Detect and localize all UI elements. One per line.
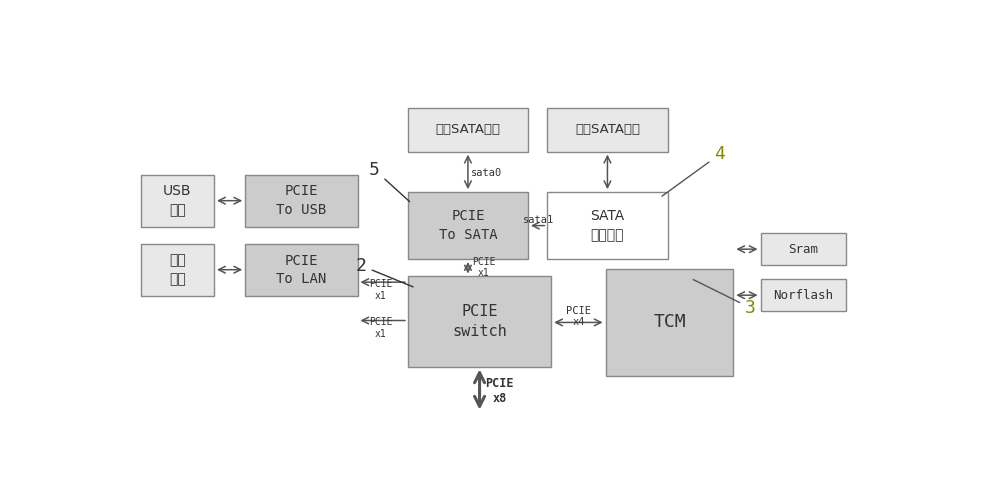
Text: USB
接口: USB 接口 — [163, 184, 192, 217]
Bar — [606, 269, 733, 376]
Text: 5: 5 — [369, 161, 410, 202]
Bar — [547, 192, 668, 259]
Text: PCIE
x1: PCIE x1 — [472, 257, 496, 278]
Text: PCIE
x1: PCIE x1 — [369, 279, 392, 301]
Bar — [547, 108, 668, 152]
Text: 4: 4 — [662, 145, 725, 196]
Text: sata1: sata1 — [522, 215, 554, 225]
Text: PCIE
x8: PCIE x8 — [485, 377, 514, 405]
Text: PCIE
switch: PCIE switch — [452, 304, 507, 339]
Text: sata0: sata0 — [471, 168, 503, 178]
Text: PCIE
x1: PCIE x1 — [369, 317, 392, 339]
Bar — [761, 234, 846, 265]
Text: 网络
接口: 网络 接口 — [169, 253, 186, 286]
Text: TCM: TCM — [653, 313, 686, 332]
Text: PCIE
To USB: PCIE To USB — [276, 184, 326, 217]
Bar — [761, 279, 846, 311]
Text: 普通SATA接口: 普通SATA接口 — [435, 123, 500, 136]
Text: Norflash: Norflash — [773, 289, 833, 302]
Text: 加密SATA接口: 加密SATA接口 — [575, 123, 640, 136]
Text: PCIE
To SATA: PCIE To SATA — [439, 209, 497, 242]
Bar — [140, 244, 214, 296]
Bar — [408, 192, 528, 259]
Bar — [245, 175, 358, 227]
Text: PCIE
x4: PCIE x4 — [566, 306, 591, 328]
Bar — [140, 175, 214, 227]
Text: 3: 3 — [693, 279, 756, 317]
Text: SATA
加密芯片: SATA 加密芯片 — [590, 209, 625, 242]
Text: 2: 2 — [356, 256, 413, 287]
Bar — [245, 244, 358, 296]
Text: PCIE
To LAN: PCIE To LAN — [276, 253, 326, 286]
Bar — [408, 276, 551, 367]
Text: Sram: Sram — [788, 243, 818, 255]
Bar — [408, 108, 528, 152]
